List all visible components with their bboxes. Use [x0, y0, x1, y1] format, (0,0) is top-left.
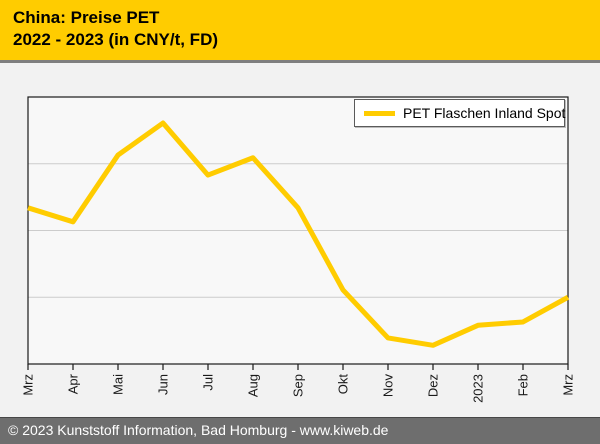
- x-axis-label: Sep: [291, 374, 306, 397]
- x-axis-label: Okt: [336, 374, 351, 395]
- chart-header: China: Preise PET 2022 - 2023 (in CNY/t,…: [0, 0, 600, 60]
- footer-copyright: © 2023 Kunststoff Information, Bad Hombu…: [0, 417, 600, 444]
- legend-series-label: PET Flaschen Inland Spot: [403, 105, 566, 121]
- x-axis-label: Jul: [201, 374, 216, 391]
- x-axis-label: Jun: [156, 374, 171, 395]
- x-axis-label: Nov: [381, 374, 396, 398]
- price-line-series: [27, 120, 570, 348]
- header-divider: [0, 60, 600, 63]
- x-axis-label: Mai: [111, 374, 126, 395]
- x-axis-label: Mrz: [561, 374, 576, 396]
- x-axis-label: Aug: [246, 374, 261, 397]
- x-axis-label: 2023: [471, 374, 486, 403]
- x-axis-label: Apr: [66, 373, 81, 394]
- chart-title-line1: China: Preise PET: [13, 8, 160, 27]
- chart-canvas: Mrz Apr Mai Jun Jul Aug Sep Okt Nov Dez 2023 Feb Mrz: [21, 96, 576, 403]
- legend-line-swatch-icon: [364, 110, 395, 116]
- legend-box: PET Flaschen Inland Spot: [354, 99, 565, 127]
- x-axis-label: Dez: [426, 374, 441, 397]
- x-axis-label: Feb: [516, 374, 531, 396]
- x-axis-label: Mrz: [21, 374, 36, 396]
- chart-title-line2: 2022 - 2023 (in CNY/t, FD): [13, 30, 219, 49]
